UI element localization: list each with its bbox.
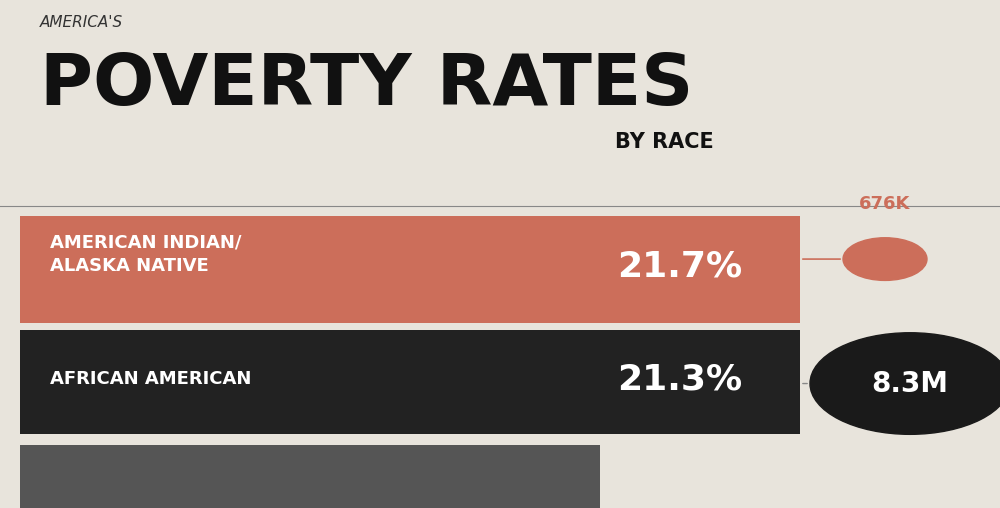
Text: 676K: 676K [859,196,911,213]
Text: 8.3M: 8.3M [872,369,948,398]
Circle shape [810,333,1000,434]
Text: AMERICA'S: AMERICA'S [40,15,123,30]
Text: POVERTY RATES: POVERTY RATES [40,51,693,120]
Text: 21.7%: 21.7% [617,250,743,283]
Text: 21.3%: 21.3% [617,363,743,396]
Circle shape [843,238,927,280]
Text: AFRICAN AMERICAN: AFRICAN AMERICAN [50,370,251,389]
FancyBboxPatch shape [20,216,800,323]
Text: BY RACE: BY RACE [615,132,714,152]
FancyBboxPatch shape [20,330,800,434]
Text: AMERICAN INDIAN/
ALASKA NATIVE: AMERICAN INDIAN/ ALASKA NATIVE [50,233,242,275]
FancyBboxPatch shape [20,444,600,508]
